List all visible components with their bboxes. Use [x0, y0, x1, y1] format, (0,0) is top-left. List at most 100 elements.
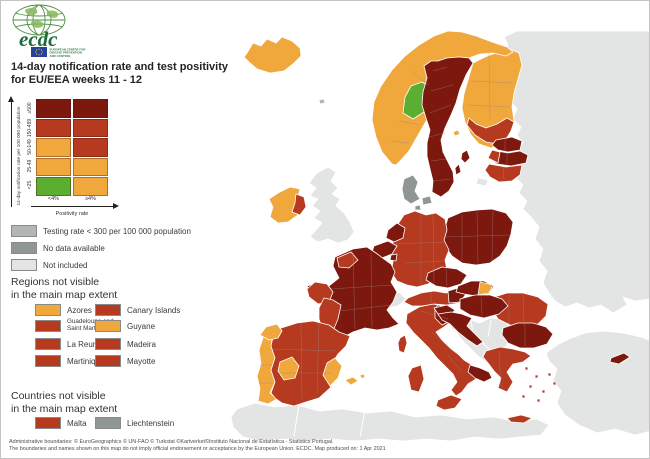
island-corsica: [397, 334, 408, 354]
country-denmark-islands: [414, 195, 433, 211]
row-label-150-499: 150-499: [27, 118, 33, 138]
islands-aegean: [521, 366, 557, 403]
label-guyane: Guyane: [127, 322, 156, 331]
matrix-cell-r1c0: [36, 118, 71, 138]
gray-internal-borders: [293, 318, 492, 438]
country-bulgaria: [501, 322, 554, 349]
country-sweden: [421, 56, 474, 198]
label-azores: Azores: [67, 306, 92, 315]
region-north-africa: [230, 402, 550, 442]
matrix-cell-r4c0: [36, 177, 71, 196]
island-gotland: [460, 149, 471, 164]
matrix-cell-r2c1: [73, 138, 108, 157]
matrix-cell-r2c0: [36, 138, 71, 157]
y-axis-line: [11, 102, 12, 207]
country-romania: [490, 292, 549, 329]
x-axis-line: [31, 206, 113, 207]
matrix-cell-r0c0: [36, 99, 71, 118]
swatch-la-reunion: [35, 338, 61, 350]
island-oland: [454, 163, 462, 176]
country-iceland: [243, 36, 302, 74]
islands-faroe: [318, 98, 326, 105]
swatch-azores: [35, 304, 61, 316]
islands-balearics: [344, 373, 366, 386]
map-title-line2: for EU/EEA weeks 11 - 12: [11, 74, 143, 86]
col-label-ge4: ≥4%: [85, 196, 96, 202]
label-not-included: Not included: [43, 261, 88, 270]
label-madeira: Madeira: [127, 340, 156, 349]
island-crete: [506, 414, 533, 424]
country-greece: [482, 346, 532, 393]
country-croatia: [437, 311, 484, 347]
row-label-50-149: 50-149: [27, 139, 33, 155]
regions-legend-title-line2: in the main map extent: [11, 288, 118, 301]
swatch-guyane: [95, 320, 121, 332]
label-malta: Malta: [67, 419, 87, 428]
col-label-lt4: <4%: [47, 196, 60, 202]
region-puglia: [467, 364, 493, 383]
region-eastern-europe: [503, 30, 649, 314]
label-guadeloupe: Guadeloupe and Saint Martin: [67, 318, 114, 332]
y-axis-label: 14-day notification rate per 100 000 pop…: [17, 106, 22, 206]
country-denmark: [401, 174, 421, 205]
countries-legend-title-line1: Countries not visible: [11, 390, 106, 402]
region-kaliningrad: [475, 177, 489, 187]
region-galicia: [259, 323, 283, 341]
region-valencia: [322, 357, 343, 387]
island-sicily: [435, 394, 463, 411]
org-name-line3: AND CONTROL: [50, 54, 72, 58]
matrix-cell-r3c0: [36, 157, 71, 177]
regions-legend-title-line1: Regions not visible: [11, 276, 100, 288]
label-testing-rate: Testing rate < 300 per 100 000 populatio…: [43, 227, 191, 236]
swatch-liechtenstein: [95, 417, 121, 429]
label-liechtenstein: Liechtenstein: [127, 419, 175, 428]
region-slovakia-east: [477, 281, 494, 296]
swatch-no-data: [11, 242, 37, 254]
label-canary-islands: Canary Islands: [127, 306, 181, 315]
swatch-canary-islands: [95, 304, 121, 316]
island-sardinia: [407, 364, 425, 393]
swatch-martinique: [35, 355, 61, 367]
eu-flag-stars: [35, 48, 43, 56]
subregion-borders: [259, 52, 526, 401]
eu-flag-icon: [31, 47, 47, 57]
matrix-cell-r1c1: [73, 118, 108, 138]
swatch-testing-rate: [11, 225, 37, 237]
country-cyprus: [609, 352, 631, 365]
globe-landmass: [25, 7, 59, 28]
countries-legend-title: Countries not visible in the main map ex…: [11, 390, 117, 415]
swatch-malta: [35, 417, 61, 429]
label-no-data: No data available: [43, 244, 105, 253]
footer-line1: Administrative boundaries: © EuroGeograp…: [9, 439, 334, 445]
country-luxembourg: [389, 253, 398, 262]
y-axis-arrow-icon: [8, 96, 14, 102]
country-hungary: [459, 294, 509, 319]
swatch-not-included: [11, 259, 37, 271]
footer-disclaimer: Administrative boundaries: © EuroGeograp…: [9, 439, 569, 454]
rate-positivity-matrix: [36, 99, 108, 196]
globe-icon: [12, 4, 66, 36]
row-label-500: ≥500: [27, 102, 33, 114]
footer-line2: The boundaries and names shown on this m…: [9, 446, 386, 453]
org-name-line1: EUROPEAN CENTRE FOR: [50, 48, 87, 52]
label-martinique: Martinique: [67, 357, 105, 366]
country-estonia: [491, 136, 523, 153]
region-latvia-west: [487, 149, 501, 164]
region-finland-south: [466, 117, 515, 145]
matrix-cell-r3c1: [73, 157, 108, 177]
matrix-cell-r0c1: [73, 99, 108, 118]
country-ireland: [268, 186, 303, 224]
ecdc-logo: ecdc EUROPEAN CENTRE FOR DISEASE PREVENT…: [12, 4, 87, 58]
map-title: 14-day notification rate and test positi…: [11, 61, 228, 87]
x-axis-arrow-icon: [113, 203, 119, 209]
island-aland: [452, 129, 461, 137]
row-label-25-49: 25-49: [27, 159, 33, 173]
countries-legend-title-line2: in the main map extent: [11, 402, 118, 415]
matrix-cell-r4c1: [73, 177, 108, 196]
swatch-mayotte: [95, 355, 121, 367]
region-ireland-east: [291, 193, 307, 216]
region-turkey: [545, 330, 649, 436]
country-uk: [308, 166, 355, 244]
